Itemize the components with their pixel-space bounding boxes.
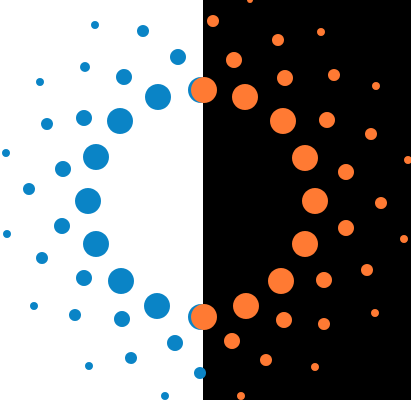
blue-dot-28 xyxy=(167,335,183,351)
blue-dot-24 xyxy=(69,309,81,321)
blue-dot-13 xyxy=(83,144,109,170)
blue-dot-21 xyxy=(76,270,92,286)
blue-dot-29 xyxy=(125,352,137,364)
orange-dot-33 xyxy=(237,392,245,400)
orange-dot-5 xyxy=(226,52,242,68)
blue-dot-1 xyxy=(91,21,99,29)
blue-dot-19 xyxy=(83,231,109,257)
blue-dot-9 xyxy=(41,118,53,130)
blue-dot-4 xyxy=(80,62,90,72)
blue-dot-2 xyxy=(137,25,149,37)
blue-dot-22 xyxy=(108,268,134,294)
orange-dot-10 xyxy=(232,84,258,110)
blue-dot-17 xyxy=(54,218,70,234)
blue-dot-7 xyxy=(145,84,171,110)
blue-dot-25 xyxy=(144,293,170,319)
orange-dot-32 xyxy=(311,363,319,371)
orange-dot-14 xyxy=(292,145,318,171)
blue-dot-30 xyxy=(85,362,93,370)
orange-dot-31 xyxy=(260,354,272,366)
orange-dot-11 xyxy=(270,108,296,134)
orange-dot-23 xyxy=(316,272,332,288)
blue-dot-5 xyxy=(116,69,132,85)
left-white-panel xyxy=(0,0,203,400)
blue-dot-16 xyxy=(75,188,101,214)
orange-dot-21 xyxy=(400,235,408,243)
blue-dot-15 xyxy=(23,183,35,195)
orange-dot-17 xyxy=(302,188,328,214)
orange-dot-3 xyxy=(272,34,284,46)
orange-dot-16 xyxy=(404,156,411,164)
orange-dot-4 xyxy=(317,28,325,36)
orange-dot-26 xyxy=(233,293,259,319)
orange-dot-15 xyxy=(338,164,354,180)
orange-dot-19 xyxy=(292,231,318,257)
orange-dot-29 xyxy=(371,309,379,317)
orange-dot-13 xyxy=(365,128,377,140)
blue-dot-18 xyxy=(3,230,11,238)
blue-dot-14 xyxy=(55,161,71,177)
blue-dot-6 xyxy=(36,78,44,86)
orange-dot-12 xyxy=(319,112,335,128)
orange-dot-7 xyxy=(328,69,340,81)
blue-dot-12 xyxy=(2,149,10,157)
orange-dot-6 xyxy=(277,70,293,86)
blue-dot-10 xyxy=(76,110,92,126)
blue-dot-20 xyxy=(36,252,48,264)
blue-dot-31 xyxy=(194,367,206,379)
orange-dot-28 xyxy=(318,318,330,330)
orange-dot-1 xyxy=(247,0,253,3)
blue-dot-23 xyxy=(30,302,38,310)
orange-dot-22 xyxy=(268,268,294,294)
orange-dot-cluster xyxy=(191,0,411,400)
orange-dot-25 xyxy=(191,304,217,330)
orange-dot-30 xyxy=(224,333,240,349)
orange-dot-27 xyxy=(276,312,292,328)
orange-dot-8 xyxy=(372,82,380,90)
orange-dot-18 xyxy=(375,197,387,209)
blue-dot-11 xyxy=(107,108,133,134)
orange-dot-20 xyxy=(338,220,354,236)
orange-dot-2 xyxy=(207,15,219,27)
blue-dot-3 xyxy=(170,49,186,65)
blue-dot-32 xyxy=(161,392,169,400)
orange-dot-24 xyxy=(361,264,373,276)
orange-dot-9 xyxy=(191,77,217,103)
blue-dot-26 xyxy=(114,311,130,327)
